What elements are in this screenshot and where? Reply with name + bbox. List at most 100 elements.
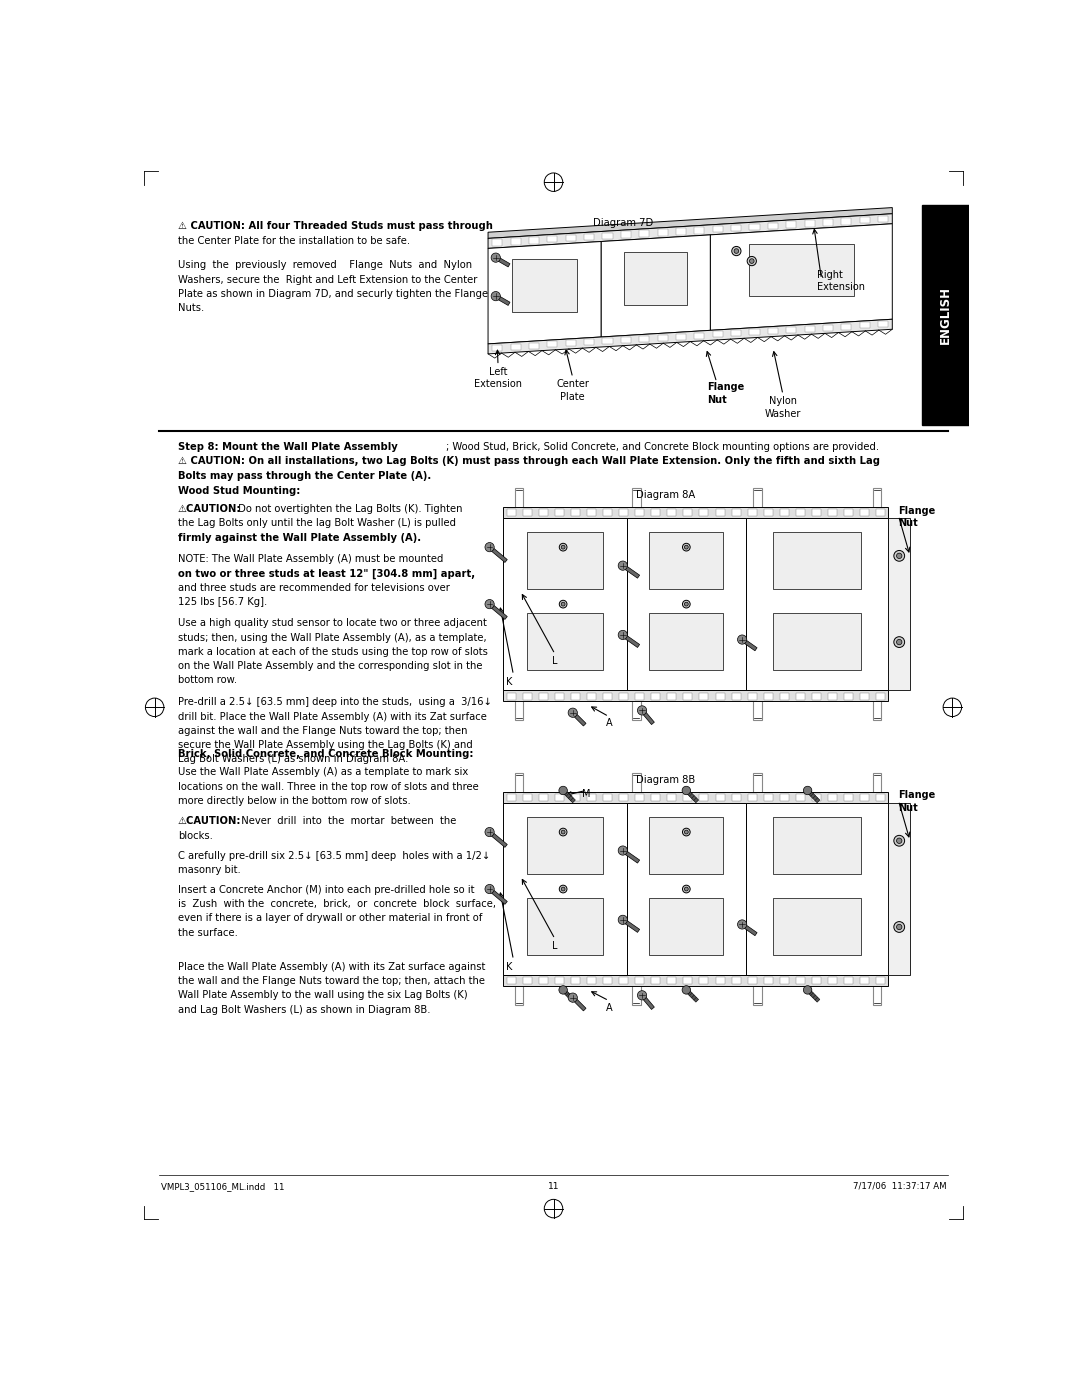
Bar <box>604 509 612 516</box>
Text: ; Wood Stud, Brick, Solid Concrete, and Concrete Block mounting options are prov: ; Wood Stud, Brick, Solid Concrete, and … <box>446 442 879 453</box>
Polygon shape <box>488 319 892 354</box>
Text: Diagram 8B: Diagram 8B <box>635 775 694 785</box>
Text: ⚠CAUTION:: ⚠CAUTION: <box>178 817 241 826</box>
Polygon shape <box>495 295 510 306</box>
Bar <box>604 795 612 801</box>
Circle shape <box>896 554 902 559</box>
Bar <box>539 978 548 985</box>
Bar <box>747 509 757 516</box>
Text: Plate: Plate <box>561 391 585 402</box>
Bar <box>667 978 676 985</box>
Text: the wall and the Flange Nuts toward the top; then, attach the: the wall and the Flange Nuts toward the … <box>178 976 485 986</box>
Bar <box>649 898 724 954</box>
Bar <box>731 693 741 700</box>
Text: drill bit. Place the Wall Plate Assembly (A) with its Zat surface: drill bit. Place the Wall Plate Assembly… <box>178 712 487 722</box>
Text: the Lag Bolts only until the lag Bolt Washer (L) is pulled: the Lag Bolts only until the lag Bolt Wa… <box>178 518 456 529</box>
Bar <box>731 978 741 985</box>
Polygon shape <box>571 712 586 726</box>
Bar <box>555 795 564 801</box>
Circle shape <box>562 887 565 891</box>
Polygon shape <box>860 218 869 223</box>
Text: Step 8: Mount the Wall Plate Assembly: Step 8: Mount the Wall Plate Assembly <box>178 442 397 453</box>
Bar <box>747 795 757 801</box>
Text: Nut: Nut <box>707 395 727 405</box>
Text: A: A <box>606 1002 612 1013</box>
Bar <box>921 205 969 424</box>
Text: Flange: Flange <box>707 383 745 392</box>
Polygon shape <box>731 224 741 231</box>
Bar <box>754 487 761 720</box>
Polygon shape <box>741 638 757 651</box>
Bar <box>764 795 772 801</box>
Text: and three studs are recommended for televisions over: and three studs are recommended for tele… <box>178 582 449 592</box>
Bar <box>780 693 788 700</box>
Bar <box>827 509 837 516</box>
Bar <box>503 975 889 986</box>
Bar <box>539 795 548 801</box>
Bar <box>555 509 564 516</box>
Circle shape <box>562 830 565 834</box>
Polygon shape <box>676 333 686 340</box>
Polygon shape <box>488 545 508 562</box>
Circle shape <box>562 602 565 606</box>
Polygon shape <box>639 336 649 341</box>
Bar <box>746 518 889 690</box>
Text: Extension: Extension <box>474 379 522 390</box>
Circle shape <box>894 636 905 647</box>
Polygon shape <box>878 321 888 328</box>
Circle shape <box>637 990 647 1000</box>
Text: Washer: Washer <box>765 409 801 419</box>
Bar <box>716 795 725 801</box>
Circle shape <box>894 551 905 562</box>
Polygon shape <box>786 222 796 229</box>
Text: NOTE: The Wall Plate Assembly (A) must be mounted: NOTE: The Wall Plate Assembly (A) must b… <box>178 554 443 565</box>
Bar <box>860 978 869 985</box>
Polygon shape <box>841 218 851 224</box>
Bar <box>527 898 604 954</box>
Polygon shape <box>488 603 508 620</box>
Bar <box>651 509 660 516</box>
Circle shape <box>618 845 627 855</box>
Text: studs; then, using the Wall Plate Assembly (A), as a template,: studs; then, using the Wall Plate Assemb… <box>178 632 486 643</box>
Polygon shape <box>786 326 796 333</box>
Text: masonry bit.: masonry bit. <box>178 865 241 874</box>
Bar <box>860 693 869 700</box>
Polygon shape <box>750 329 759 335</box>
Bar <box>716 693 725 700</box>
Bar <box>604 978 612 985</box>
Text: 7/17/06  11:37:17 AM: 7/17/06 11:37:17 AM <box>852 1181 946 1191</box>
Bar <box>700 509 708 516</box>
Bar <box>527 613 604 669</box>
Polygon shape <box>878 216 888 222</box>
Circle shape <box>896 924 902 929</box>
Bar <box>626 803 746 975</box>
Polygon shape <box>768 223 778 229</box>
Bar <box>503 803 626 975</box>
Bar <box>571 509 580 516</box>
Bar <box>684 795 692 801</box>
Bar <box>632 772 640 1005</box>
Bar <box>539 509 548 516</box>
Bar <box>827 978 837 985</box>
Text: K: K <box>505 963 512 972</box>
Text: Bolts may pass through the Center Plate (A).: Bolts may pass through the Center Plate … <box>178 471 431 481</box>
Polygon shape <box>640 709 654 724</box>
Bar <box>731 795 741 801</box>
Polygon shape <box>768 328 778 335</box>
Bar <box>812 693 821 700</box>
Bar <box>523 509 532 516</box>
Polygon shape <box>488 888 508 905</box>
Bar <box>860 509 869 516</box>
Polygon shape <box>566 235 576 241</box>
Polygon shape <box>713 332 723 337</box>
Polygon shape <box>492 344 502 351</box>
Text: the surface.: the surface. <box>178 928 238 938</box>
Circle shape <box>485 543 495 552</box>
Circle shape <box>750 259 754 263</box>
Bar <box>873 487 881 720</box>
Circle shape <box>683 986 690 994</box>
Bar <box>667 693 676 700</box>
Bar <box>731 509 741 516</box>
Bar <box>780 509 788 516</box>
Bar <box>555 978 564 985</box>
